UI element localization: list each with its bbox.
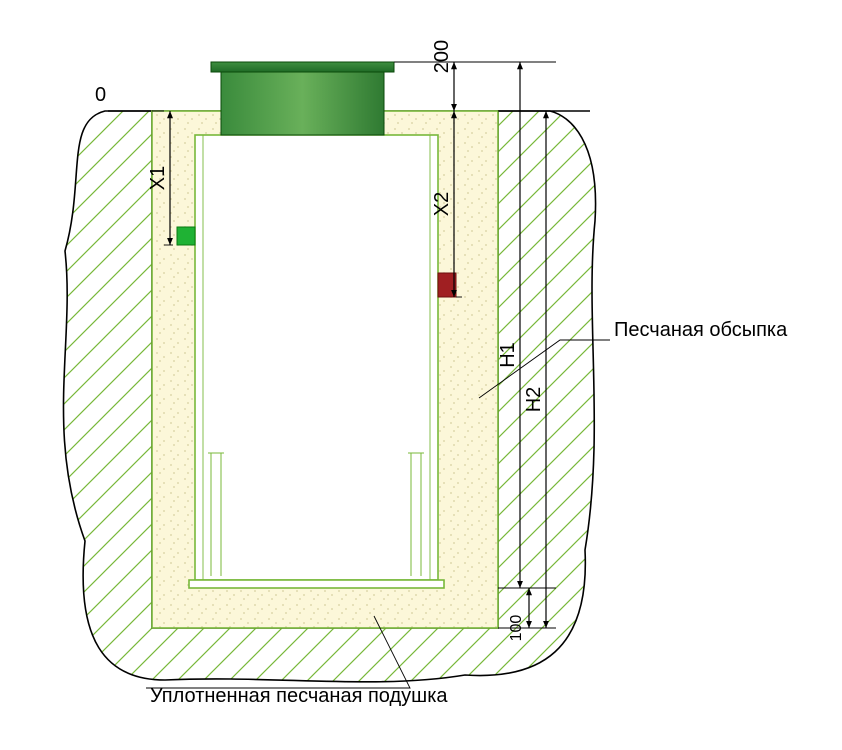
septic-tank [189,135,444,588]
dim-h1: H1 [497,342,519,368]
zero-label: 0 [95,84,106,106]
callout-sand-cushion: Уплотненная песчаная подушка [150,685,448,707]
dim-x1: X1 [147,166,169,190]
dim-h2: H2 [523,387,545,413]
callout-sand-backfill: Песчаная обсыпка [614,319,788,341]
septic-tank-installation-diagram: 0 200 X2 H1H2 100 X1 Песчаная обсыпка Уплотнен… [0,0,842,750]
tank-cover [211,62,394,135]
dim-x2: X2 [431,192,453,216]
dim-100: 100 [508,615,525,642]
dim-200: 200 [431,40,453,73]
